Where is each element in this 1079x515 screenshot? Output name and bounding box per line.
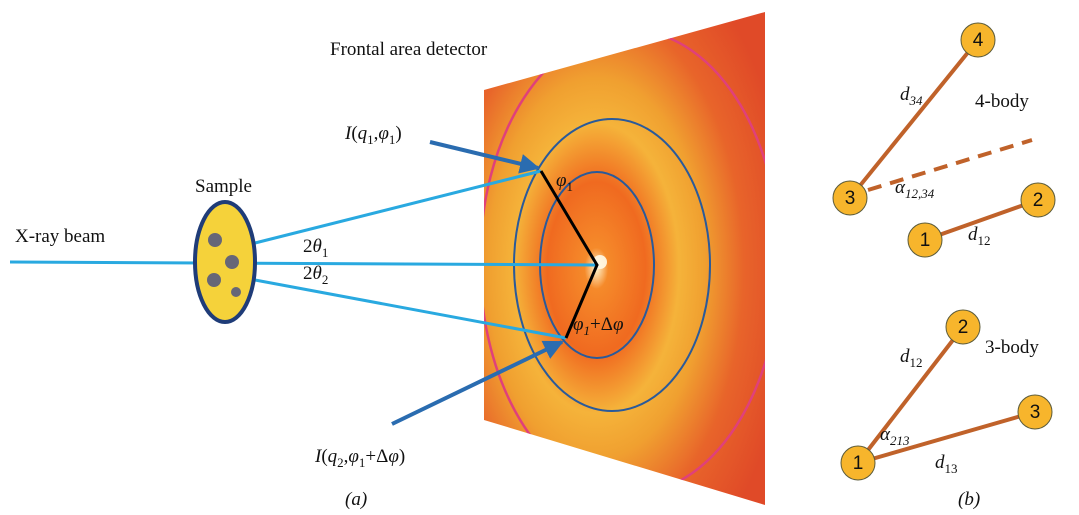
distance: d12 [968, 224, 991, 248]
label-part: 1 [322, 245, 329, 260]
label-part: 2 [322, 272, 329, 287]
label-part: 13 [945, 461, 958, 476]
label-part: 12,34 [905, 186, 935, 201]
label-part: d [935, 452, 945, 473]
distance: d34 [900, 84, 923, 108]
figure: Frontal area detector Sample X-ray beam … [0, 0, 1079, 515]
node-label: 2 [958, 317, 969, 338]
angle: 2θ1 [303, 236, 328, 260]
label-part: 12 [910, 355, 923, 370]
label-part: +Δ [365, 446, 388, 467]
label-part: q [328, 446, 338, 467]
label-part: 2 [303, 263, 313, 284]
label-part: φ [378, 123, 389, 144]
body-label: 4-body [975, 91, 1029, 112]
label-part: φ [556, 170, 567, 191]
body-label: 3-body [985, 337, 1039, 358]
label-part: d [900, 346, 910, 367]
label-part: 12 [978, 233, 991, 248]
angle: α12,34 [895, 177, 935, 201]
label-part: ) [399, 446, 405, 467]
label-part: 1 [567, 179, 574, 194]
label-part: 2 [303, 236, 313, 257]
label-part: +Δ [590, 314, 613, 335]
intensity: I(q2,φ1+Δφ) [314, 446, 405, 470]
angle: 2θ2 [303, 263, 328, 287]
beam-label: X-ray beam [15, 226, 105, 247]
label-part: d [968, 224, 978, 245]
node-label: 3 [845, 188, 856, 209]
label-part: q [358, 123, 368, 144]
distance: d12 [900, 346, 923, 370]
phi: φ1+Δφ [573, 314, 623, 338]
detector-label: Frontal area detector [330, 39, 488, 60]
caption: (a) [345, 489, 367, 510]
node-label: 1 [853, 453, 864, 474]
label-part: d [900, 84, 910, 105]
label-part: φ [348, 446, 359, 467]
label-part: φ [613, 314, 624, 335]
label-part: φ [573, 314, 584, 335]
label-part: ) [395, 123, 401, 144]
node-label: 2 [1033, 190, 1044, 211]
intensity: I(q1,φ1) [344, 123, 402, 147]
label-part: θ [313, 236, 322, 257]
label-part: θ [313, 263, 322, 284]
node-label: 4 [973, 30, 984, 51]
label-part: 34 [909, 93, 924, 108]
sample-label: Sample [195, 176, 252, 197]
label-part: 213 [890, 433, 910, 448]
label-part: φ [388, 446, 399, 467]
distance: d13 [935, 452, 958, 476]
caption: (b) [958, 489, 980, 510]
node-label: 1 [920, 230, 931, 251]
angle: α213 [880, 424, 910, 448]
node-label: 3 [1030, 402, 1041, 423]
